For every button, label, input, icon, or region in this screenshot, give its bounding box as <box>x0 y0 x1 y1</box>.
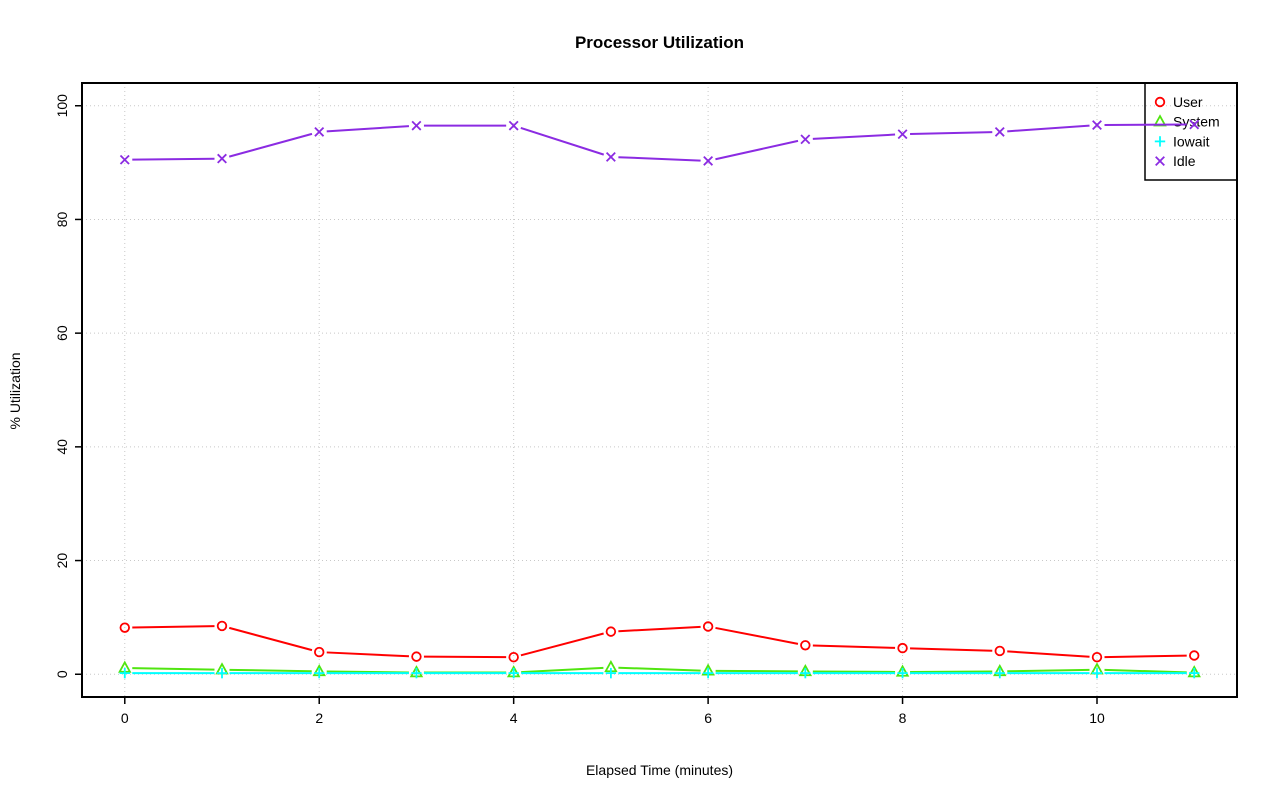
marker-x <box>508 120 519 131</box>
plot-box <box>81 82 1238 698</box>
series-line-idle <box>812 133 896 140</box>
series-line-system <box>521 666 604 674</box>
y-tick-label: 20 <box>54 553 70 569</box>
series-line-user <box>1104 654 1187 659</box>
series-line-user <box>618 625 701 633</box>
marker-circle <box>1091 652 1103 663</box>
legend-label-iowait: Iowait <box>1173 133 1210 149</box>
marker-circle <box>897 642 908 654</box>
x-tick-label: 6 <box>704 710 712 726</box>
y-tick-label: 60 <box>54 325 70 341</box>
x-tick-label: 4 <box>510 710 518 726</box>
y-tick-label: 0 <box>54 670 70 678</box>
x-tick-label: 0 <box>121 710 129 726</box>
marker-circle <box>1189 650 1200 661</box>
series-line-system <box>132 667 215 671</box>
marker-x <box>1155 156 1165 167</box>
series-line-idle <box>326 125 410 133</box>
series-line-user <box>132 625 215 629</box>
marker-circle <box>216 620 228 632</box>
x-axis-title: Elapsed Time (minutes) <box>585 762 734 778</box>
marker-circle <box>119 622 130 633</box>
marker-circle <box>994 645 1005 657</box>
series-line-idle <box>1007 124 1090 133</box>
chart-title: Processor Utilization <box>574 33 745 52</box>
marker-x <box>1189 119 1200 130</box>
marker-x <box>119 154 130 165</box>
y-tick-label: 80 <box>54 211 70 227</box>
series-line-idle <box>132 157 215 161</box>
series-line-idle <box>618 156 701 162</box>
series-line-user <box>715 626 799 645</box>
marker-circle <box>314 646 325 658</box>
marker-x <box>994 126 1005 137</box>
series-line-idle <box>910 131 993 135</box>
marker-circle <box>411 651 422 662</box>
legend-box <box>1144 82 1238 181</box>
series-line-idle <box>715 139 799 161</box>
series-line-system <box>1104 668 1187 674</box>
series-line-user <box>1007 650 1090 658</box>
marker-x <box>314 126 325 137</box>
series-line-idle <box>520 126 605 156</box>
series-line-idle <box>228 132 313 158</box>
series-line-user <box>812 644 896 649</box>
marker-x <box>217 153 227 164</box>
x-tick-label: 2 <box>315 710 323 726</box>
series-line-user <box>910 647 993 652</box>
series-line-user <box>326 651 409 658</box>
x-tick-label: 8 <box>899 710 907 726</box>
marker-x <box>703 155 714 166</box>
marker-circle <box>1154 96 1166 108</box>
y-tick-label: 100 <box>54 94 70 118</box>
series-line-user <box>520 632 604 657</box>
legend-label-idle: Idle <box>1173 153 1196 169</box>
legend-label-user: User <box>1173 94 1203 110</box>
marker-x <box>800 134 811 145</box>
marker-circle <box>605 626 617 637</box>
marker-circle <box>508 652 519 663</box>
series-line-user <box>228 626 313 652</box>
series-line-system <box>229 668 312 673</box>
marker-x <box>897 129 908 140</box>
marker-circle <box>800 640 811 651</box>
marker-x <box>1092 120 1102 131</box>
x-tick-label: 10 <box>1089 710 1105 726</box>
series-line-system <box>1007 668 1090 673</box>
marker-x <box>605 151 616 162</box>
y-tick-label: 40 <box>54 439 70 455</box>
marker-circle <box>702 621 714 632</box>
marker-x <box>411 120 422 131</box>
series-line-system <box>618 666 701 672</box>
